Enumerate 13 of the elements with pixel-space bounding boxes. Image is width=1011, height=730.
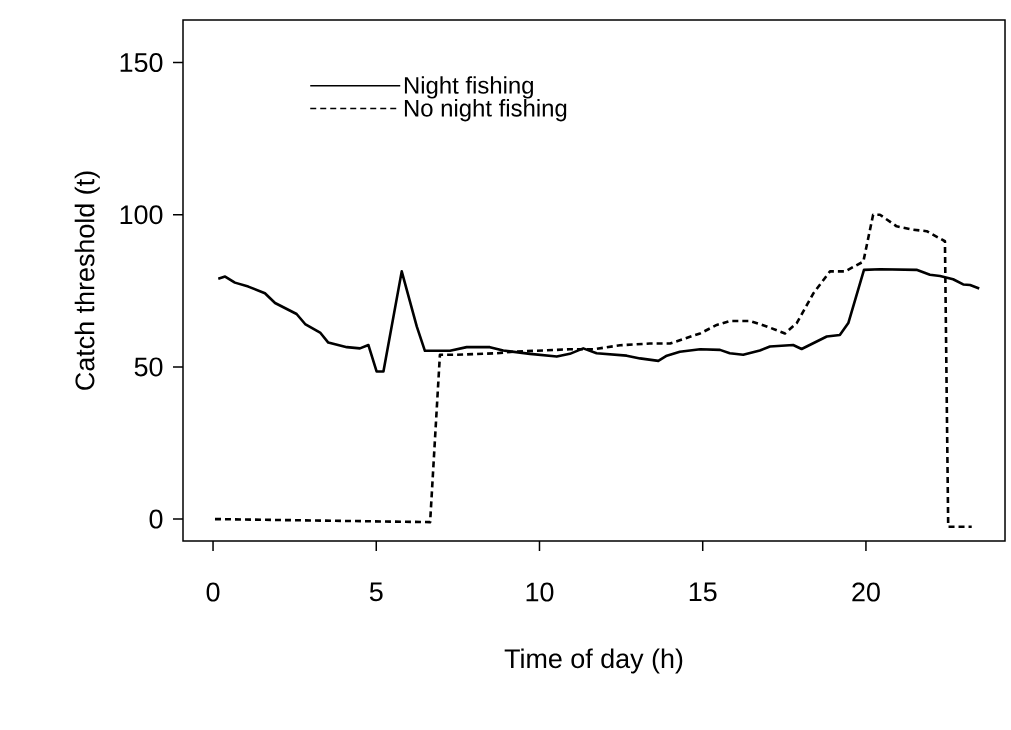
y-axis-title: Catch threshold (t) — [74, 171, 100, 390]
y-tick-label: 0 — [149, 509, 163, 529]
legend-label: No night fishing — [404, 99, 567, 122]
x-tick-label: 20 — [852, 582, 880, 602]
legend-label: Night fishing — [404, 76, 533, 99]
y-tick-label: 50 — [134, 357, 163, 377]
x-tick-label: 0 — [206, 582, 220, 602]
y-tick-label: 150 — [120, 53, 163, 73]
x-tick-label: 10 — [526, 582, 554, 602]
x-axis-title: Time of day (h) — [504, 648, 683, 674]
y-tick-label: 100 — [120, 205, 163, 225]
x-tick-label: 15 — [689, 582, 717, 602]
x-tick-label: 5 — [369, 582, 383, 602]
